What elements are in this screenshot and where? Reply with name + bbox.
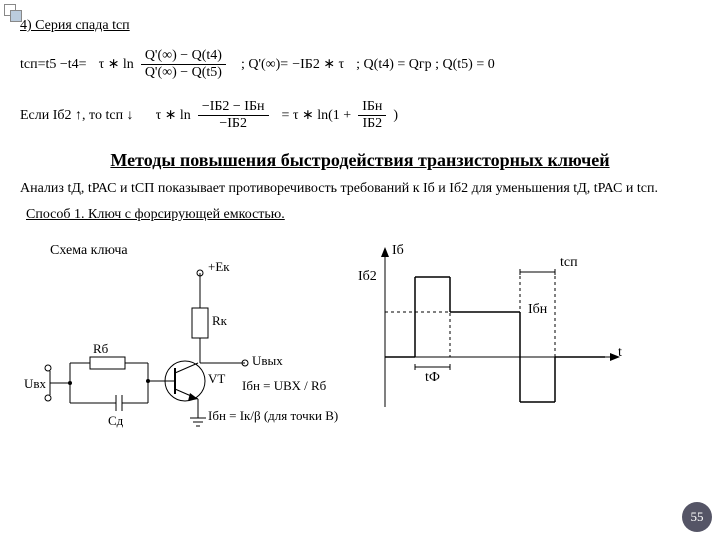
lbl-ibn1: Iбн = UВХ / Rб [242, 378, 326, 394]
circuit-diagram: +Eк Rк Rб Uвх Uвых VT Сд Iбн = UВХ / Rб … [30, 263, 340, 463]
page-number: 55 [682, 502, 712, 532]
eq2-frac1: −IБ2 − IБн −IБ2 [198, 99, 269, 132]
main-heading: Методы повышения быстродействия транзист… [20, 150, 700, 171]
wf-ib: Iб [392, 243, 404, 259]
corner-decoration [0, 0, 40, 40]
lbl-uout: Uвых [252, 353, 283, 369]
wf-tsp: tсп [560, 255, 578, 271]
lbl-uin: Uвх [24, 376, 46, 392]
waveform-svg [360, 237, 640, 427]
waveform-diagram: Iб Iб2 Iбн tсп tФ t [360, 237, 640, 437]
wf-t: t [618, 345, 622, 361]
wf-tf: tФ [425, 370, 440, 386]
eq2-frac2: IБн IБ2 [358, 99, 386, 132]
circuit-title: Схема ключа [50, 243, 340, 259]
eq1-p2b: −IБ2 ∗ τ [292, 56, 344, 73]
lbl-vt: VT [208, 371, 225, 387]
eq1-p3: ; Q(t4) = Qгр ; Q(t5) = 0 [356, 57, 495, 73]
eq2-eq: = τ ∗ ln(1 + [282, 107, 352, 124]
analysis-p2: Способ 1. Ключ с форсирующей емкостью. [26, 207, 700, 223]
equation-2: Если Iб2 ↑, то tсп ↓ τ ∗ ln −IБ2 − IБн −… [20, 99, 700, 132]
lbl-rk: Rк [212, 313, 227, 329]
wf-ibn: Iбн [528, 302, 547, 318]
eq2-tau: τ ∗ ln [156, 107, 191, 124]
eq1-tau: τ ∗ ln [99, 56, 134, 73]
lbl-ibn2: Iбн = Iк/β (для точки В) [208, 408, 338, 424]
analysis-p1: Анализ tД, tРАС и tСП показывает противо… [20, 181, 700, 197]
eq1-p2: ; Q'(∞)= [241, 57, 288, 73]
lbl-ek: +Eк [208, 259, 230, 275]
circuit-block: Схема ключа [20, 237, 340, 463]
lbl-cd: Сд [108, 413, 123, 429]
wf-ib2: Iб2 [358, 269, 377, 285]
eq1-frac: Q'(∞) − Q(t4) Q'(∞) − Q(t5) [141, 48, 226, 81]
equation-1: tсп=t5 −t4= τ ∗ ln Q'(∞) − Q(t4) Q'(∞) −… [20, 48, 700, 81]
eq2-close: ) [393, 108, 398, 124]
lbl-rb: Rб [93, 341, 108, 357]
eq2-pre: Если Iб2 ↑, то tсп ↓ [20, 108, 134, 124]
eq1-lhs: tсп=t5 −t4= [20, 57, 87, 73]
